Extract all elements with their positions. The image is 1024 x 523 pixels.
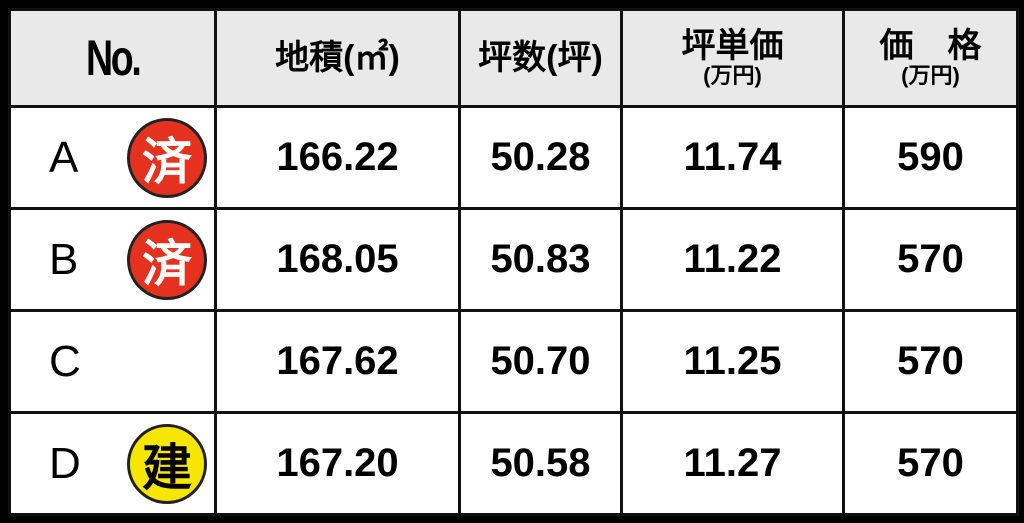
lot-no: C [49, 336, 81, 386]
lot-no: B [49, 234, 79, 284]
unit-price-cell: 11.22 [620, 207, 845, 312]
tsubo-cell: 50.28 [458, 105, 623, 210]
price-cell: 570 [842, 207, 1019, 312]
status-badge: 建 [127, 423, 207, 504]
header-unit-price: 坪単価 (万円) [620, 8, 845, 108]
header-area: 地積(㎡) [214, 8, 461, 108]
unit-price-cell: 11.25 [620, 309, 845, 414]
table-row: C 167.62 50.70 11.25 570 [8, 309, 1019, 414]
price-cell: 570 [842, 309, 1019, 414]
tsubo-cell: 50.83 [458, 207, 623, 312]
header-tsubo: 坪数(坪) [458, 8, 623, 108]
area-cell: 168.05 [214, 207, 461, 312]
lot-no-cell: C [8, 309, 217, 414]
area-cell: 167.62 [214, 309, 461, 414]
price-cell: 590 [842, 105, 1019, 210]
header-no: No. [8, 8, 217, 108]
status-badge: 済 [127, 117, 207, 198]
header-price: 価 格 (万円) [842, 8, 1019, 108]
area-cell: 166.22 [214, 105, 461, 210]
area-cell: 167.20 [214, 411, 461, 516]
status-badge: 済 [127, 219, 207, 300]
unit-price-cell: 11.74 [620, 105, 845, 210]
unit-price-cell: 11.27 [620, 411, 845, 516]
lot-no: A [49, 132, 79, 182]
tsubo-cell: 50.58 [458, 411, 623, 516]
price-cell: 570 [842, 411, 1019, 516]
lot-no: D [49, 438, 81, 488]
tsubo-cell: 50.70 [458, 309, 623, 414]
header-row: No. 地積(㎡) 坪数(坪) 坪単価 (万円) 価 格 (万円) [8, 8, 1019, 108]
